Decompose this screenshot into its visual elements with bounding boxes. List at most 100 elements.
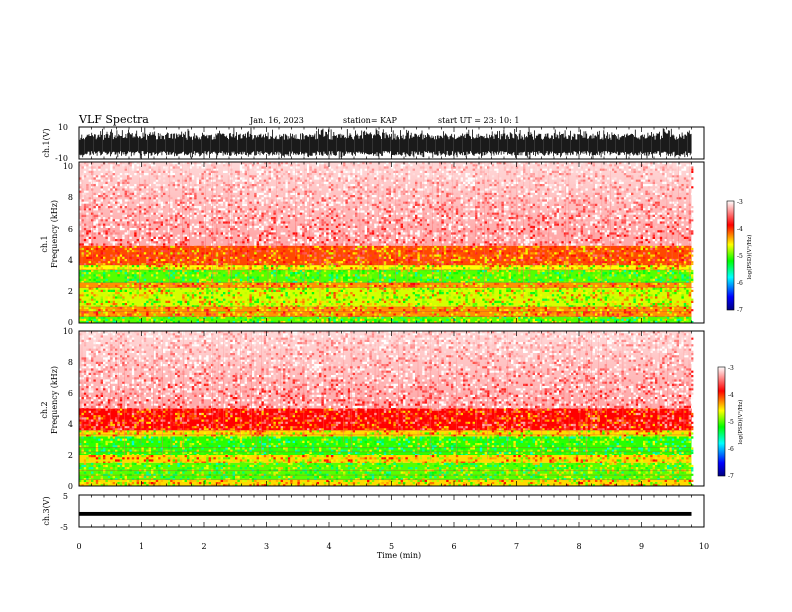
ch1-spec-band-0-texture-55 <box>381 316 384 319</box>
ch1-spec-band-6-texture-402 <box>595 263 598 265</box>
ch2-spec-band-2-texture-137 <box>273 457 276 460</box>
ch1-spec-band-2-texture-441 <box>463 305 466 307</box>
ch2-spec-band-3-texture-363 <box>319 447 322 450</box>
ch1-spec-band-6-texture-140 <box>244 247 355 255</box>
ch1-spec-band-1-texture-99 <box>83 309 103 316</box>
ch1-spec-band-5-texture-123 <box>182 267 185 270</box>
ch1-spec-band-1-texture-96 <box>676 306 679 310</box>
ch1-spec-band-4-texture-119 <box>136 272 139 275</box>
ch2-spec-band-3-texture-332 <box>405 445 408 448</box>
ch1-spec-band-4-texture-225 <box>345 274 348 277</box>
ch1-spec-band-6-texture-38 <box>196 245 377 255</box>
ch1-spec-band-4-texture-16 <box>146 269 149 273</box>
ch1-spec-band-4-texture-303 <box>611 276 615 279</box>
ch2-spec-band-4-texture-36 <box>263 430 267 433</box>
ch1-spec-band-4-texture-275 <box>251 276 255 279</box>
ch2-spec-band-3-texture-425 <box>158 451 161 454</box>
ch2-spec-band-4-texture-164 <box>482 432 485 435</box>
ch1-spec-band-6-texture-369 <box>208 258 211 262</box>
ch2-spec-band-4-texture-78 <box>580 430 583 433</box>
ch1-spec-band-6-texture-381 <box>549 258 552 262</box>
ch1-spec-band-2-texture-375 <box>669 298 672 301</box>
ch1-spec-band-1-texture-289 <box>669 313 672 316</box>
ch2-spec-band-1-texture-412 <box>537 475 540 479</box>
ch2-spec-band-4 <box>79 430 692 437</box>
ch2-spec-band-2-texture-67 <box>419 455 423 458</box>
ch2-spec-band-1-texture-407 <box>338 475 341 479</box>
ch1-spec-band-5 <box>79 265 692 270</box>
ch1-spec-band-1-texture-253 <box>232 313 235 316</box>
ch2-spec-band-5-texture-147 <box>338 410 341 413</box>
ch2-spec-band-1-texture-69 <box>491 462 495 465</box>
ch2-spec-band-2-texture-44 <box>319 455 322 458</box>
ch2-spec-band-1-texture-40 <box>350 462 353 465</box>
ch2-spec-band-3-texture-299 <box>566 443 569 446</box>
figure-start-time: start UT = 23: 10: 1 <box>438 116 519 125</box>
ch2-spec-band-2-texture-113 <box>158 457 161 460</box>
ch1-spec-band-6-texture-284 <box>549 252 552 255</box>
ch1-spec-band-2-texture-429 <box>177 305 180 307</box>
ch1-spec-band-1-texture-267 <box>403 313 406 316</box>
ch1-spectrogram-image <box>79 162 694 323</box>
ch1-spec-band-3-texture-71 <box>527 282 531 285</box>
ch1-spec-band-6-texture-339 <box>117 256 120 259</box>
ch2-spec-band-5-texture-364 <box>187 423 190 427</box>
ch2-spec-band-3-texture-266 <box>131 443 485 455</box>
ch1-spec-band-3-texture-150 <box>448 284 451 288</box>
ch1-spec-band-5-texture-77 <box>530 265 533 268</box>
ch2-spec-band-3-texture-132 <box>126 438 130 441</box>
ch1-spec-band-3-texture-3 <box>126 282 130 285</box>
ch1-spec-band-0-texture-193 <box>628 318 631 321</box>
ch1-colorbar: -3 -4 -5 -6 -7 log(PSD)(V²/Hz) <box>726 199 753 314</box>
ch2-spec-band-1-texture-440 <box>607 478 610 480</box>
ch1-spec-band-4-texture-358 <box>657 278 660 281</box>
ch2-spec-band-4-texture-139 <box>280 432 283 435</box>
ch1-spec-band-0-texture-125 <box>244 318 247 321</box>
ch2-spec-band-1-texture-369 <box>311 473 315 476</box>
ch1-spec-band-0-texture-134 <box>307 318 310 321</box>
ch1-spec-band-2-texture-275 <box>220 294 226 301</box>
ch2-spec-band-3-texture-346 <box>623 445 627 448</box>
ch2-spec-band-3-texture-412 <box>503 449 507 452</box>
ch2-spec-band-5-texture-288 <box>333 417 336 420</box>
ch2-spec-band-2-texture-304 <box>590 461 593 463</box>
ch2-spec-band-3-texture-406 <box>359 449 363 452</box>
ch1-spec-band-2-texture-80 <box>547 287 550 290</box>
ch2-spec-band-0-texture-9 <box>119 479 123 482</box>
ch2-spec-band-4-texture-173 <box>592 432 595 435</box>
ch1-spec-band-4-texture-385 <box>458 280 461 283</box>
ch1-spec-band-0-texture-139 <box>321 318 324 321</box>
ch2-spec-band-4-texture-137 <box>271 432 274 435</box>
ch2-spec-band-5-texture-189 <box>165 412 168 416</box>
ch1-cbar-tick-m3: -3 <box>737 199 743 206</box>
ch2-spec-band-4-texture-182 <box>681 432 684 435</box>
ch1-spec-band-6-texture-146 <box>355 247 358 251</box>
ch1-spec-band-0-texture-152 <box>374 318 377 321</box>
ch2-spec-band-5-texture-388 <box>655 426 658 429</box>
ch2-spec-band-0-texture-158 <box>470 482 473 485</box>
ch1-spec-band-6-texture-322 <box>561 254 564 257</box>
ch2-spec-band-0-texture-54 <box>393 479 396 482</box>
ch1-spec-band-6-texture-401 <box>487 263 490 265</box>
ch1-spec-band-4-texture-381 <box>359 280 363 283</box>
ch1-spec-band-2-texture-199 <box>659 289 663 292</box>
ch2-spec-band-5-texture-268 <box>554 415 557 418</box>
ch1-spec-band-4-texture-260 <box>681 274 684 277</box>
ch1-spec-band-4-texture-362 <box>691 278 694 281</box>
ch1-spec-band-2-texture-369 <box>592 298 595 301</box>
ch2-spec-band-4-texture-67 <box>491 430 495 433</box>
ch2-spec-band-0-texture-163 <box>542 482 545 485</box>
ch1-spec-band-0-texture-129 <box>263 318 267 321</box>
ch2-spec-band-4-texture-26 <box>225 430 228 433</box>
ch2-spec-band-2-texture-265 <box>662 459 665 462</box>
ch1-spec-band-2-texture-391 <box>343 300 365 306</box>
ch1-spec-band-0-texture-49 <box>364 316 367 319</box>
ch1-spec-band-2-texture-342 <box>650 296 653 299</box>
ch1-spec-band-6-texture-393 <box>153 263 156 265</box>
ch1-spec-band-3-texture-136 <box>369 284 372 288</box>
ch1-spec-band-4-texture-233 <box>388 274 391 277</box>
ch1-spec-band-4-texture-143 <box>290 272 293 275</box>
ch1-spec-band-6-texture-373 <box>359 258 363 262</box>
ch1-spec-band-1-texture-113 <box>194 309 197 312</box>
ch2-spec-band-1-texture-381 <box>431 473 435 476</box>
